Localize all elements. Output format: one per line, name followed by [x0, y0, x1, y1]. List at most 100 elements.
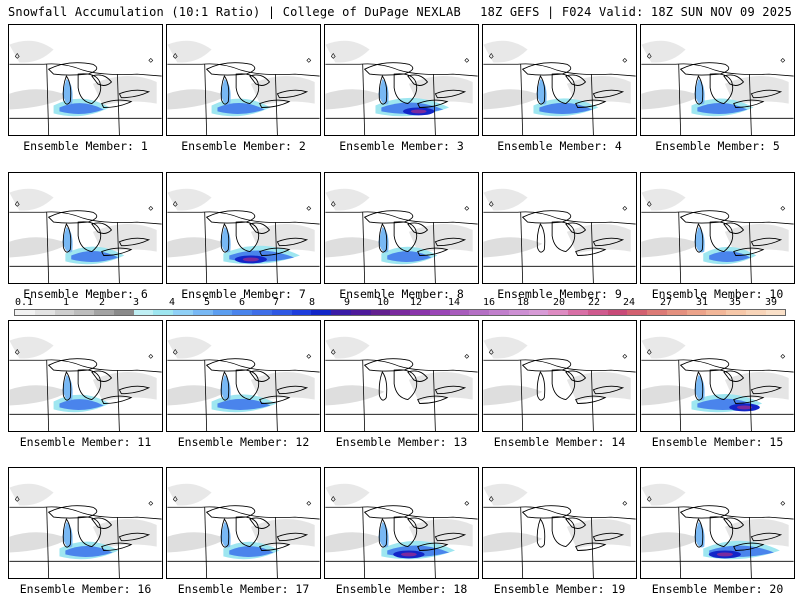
ensemble-member-panel: Ensemble Member: 18 — [324, 467, 479, 596]
legend-swatch — [528, 310, 549, 315]
panel-caption: Ensemble Member: 15 — [651, 435, 784, 449]
ensemble-member-panel: Ensemble Member: 14 — [482, 320, 637, 449]
snowfall-map — [8, 172, 163, 284]
legend-tick-label: 0.1 — [14, 297, 34, 308]
legend-tick-label: 10 — [376, 297, 390, 308]
ensemble-member-panel: Ensemble Member: 16 — [8, 467, 163, 596]
snowfall-map — [482, 172, 637, 284]
ensemble-member-panel: Ensemble Member: 12 — [166, 320, 321, 449]
ensemble-member-panel: Ensemble Member: 15 — [640, 320, 795, 449]
panel-caption: Ensemble Member: 1 — [23, 139, 148, 153]
legend-swatch — [410, 310, 430, 315]
panel-caption: Ensemble Member: 20 — [651, 582, 784, 596]
snowfall-map — [640, 320, 795, 432]
legend-swatch — [34, 310, 55, 315]
legend-swatch — [706, 310, 726, 315]
ensemble-member-panel: Ensemble Member: 11 — [8, 320, 163, 449]
legend-swatch — [74, 310, 94, 315]
panel-caption: Ensemble Member: 6 — [23, 287, 148, 301]
legend-tick-label: 5 — [203, 297, 211, 308]
legend-swatch — [469, 310, 489, 315]
panel-caption: Ensemble Member: 10 — [651, 287, 784, 301]
panel-caption: Ensemble Member: 19 — [493, 582, 626, 596]
legend-swatch — [607, 310, 628, 315]
legend-swatch — [291, 310, 312, 315]
legend-swatch — [54, 310, 75, 315]
ensemble-member-panel: Ensemble Member: 9 — [482, 172, 637, 301]
ensemble-member-panel: Ensemble Member: 10 — [640, 172, 795, 301]
legend-tick-label: 12 — [409, 297, 423, 308]
legend-swatch — [311, 310, 331, 315]
legend-swatch — [745, 310, 766, 315]
legend-color-bar — [14, 309, 786, 316]
legend-tick-label: 1 — [62, 297, 70, 308]
ensemble-member-panel: Ensemble Member: 13 — [324, 320, 479, 449]
panel-caption: Ensemble Member: 3 — [339, 139, 464, 153]
legend-swatch — [666, 310, 687, 315]
legend-swatch — [113, 310, 134, 315]
legend-swatch — [647, 310, 667, 315]
legend-swatch — [627, 310, 647, 315]
legend-tick-label: 14 — [447, 297, 461, 308]
ensemble-member-panel: Ensemble Member: 2 — [166, 24, 321, 153]
panel-caption: Ensemble Member: 4 — [497, 139, 622, 153]
legend-tick-label: 18 — [516, 297, 530, 308]
snowfall-map — [324, 467, 479, 579]
ensemble-member-panel: Ensemble Member: 8 — [324, 172, 479, 301]
legend-swatch — [370, 310, 391, 315]
legend-tick-label: 16 — [482, 297, 496, 308]
legend-tick-label: 27 — [659, 297, 673, 308]
legend-swatch — [153, 310, 173, 315]
legend-swatch — [390, 310, 410, 315]
snowfall-color-legend: 0.1 1 2 3 4 5 6 7 8 9 10 12 14 16 18 20 22 24 27 31 35 39 — [14, 297, 786, 317]
ensemble-member-panel: Ensemble Member: 5 — [640, 24, 795, 153]
header-bar: Snowfall Accumulation (10:1 Ratio) | Col… — [0, 0, 800, 22]
legend-tick-label: 39 — [764, 297, 778, 308]
snowfall-map — [324, 320, 479, 432]
panel-caption: Ensemble Member: 16 — [19, 582, 152, 596]
legend-swatch — [429, 310, 450, 315]
legend-swatch — [489, 310, 509, 315]
snowfall-map — [482, 24, 637, 136]
legend-tick-label: 7 — [272, 297, 280, 308]
snowfall-map — [324, 24, 479, 136]
ensemble-member-panel: Ensemble Member: 1 — [8, 24, 163, 153]
snowfall-map — [166, 172, 321, 284]
ensemble-member-panel: Ensemble Member: 3 — [324, 24, 479, 153]
legend-tick-label: 9 — [343, 297, 351, 308]
snowfall-map — [640, 24, 795, 136]
legend-swatch — [232, 310, 252, 315]
legend-swatch — [508, 310, 529, 315]
snowfall-map — [482, 467, 637, 579]
map-title: Snowfall Accumulation (10:1 Ratio) | Col… — [8, 5, 461, 19]
panel-caption: Ensemble Member: 9 — [497, 287, 622, 301]
snowfall-map — [166, 24, 321, 136]
legend-swatch — [686, 310, 707, 315]
legend-swatch — [548, 310, 568, 315]
legend-swatch — [252, 310, 272, 315]
panel-caption: Ensemble Member: 2 — [181, 139, 306, 153]
legend-swatch — [94, 310, 114, 315]
legend-tick-label: 3 — [132, 297, 140, 308]
ensemble-member-panel: Ensemble Member: 19 — [482, 467, 637, 596]
legend-tick-label: 2 — [98, 297, 106, 308]
legend-swatch — [173, 310, 193, 315]
legend-swatch — [331, 310, 351, 315]
snowfall-map — [8, 24, 163, 136]
legend-swatch — [350, 310, 371, 315]
legend-swatch — [587, 310, 608, 315]
legend-tick-label: 35 — [728, 297, 742, 308]
legend-swatch — [726, 310, 746, 315]
model-run-label: 18Z GEFS | F024 Valid: 18Z SUN NOV 09 20… — [480, 5, 792, 19]
panel-caption: Ensemble Member: 14 — [493, 435, 626, 449]
ensemble-member-panel: Ensemble Member: 6 — [8, 172, 163, 301]
legend-swatch — [765, 310, 786, 315]
snowfall-map — [324, 172, 479, 284]
snowfall-map — [166, 320, 321, 432]
panel-caption: Ensemble Member: 12 — [177, 435, 310, 449]
panel-caption: Ensemble Member: 13 — [335, 435, 468, 449]
legend-swatch — [449, 310, 470, 315]
panel-caption: Ensemble Member: 7 — [181, 287, 306, 301]
panel-caption: Ensemble Member: 8 — [339, 287, 464, 301]
legend-tick-label: 8 — [308, 297, 316, 308]
